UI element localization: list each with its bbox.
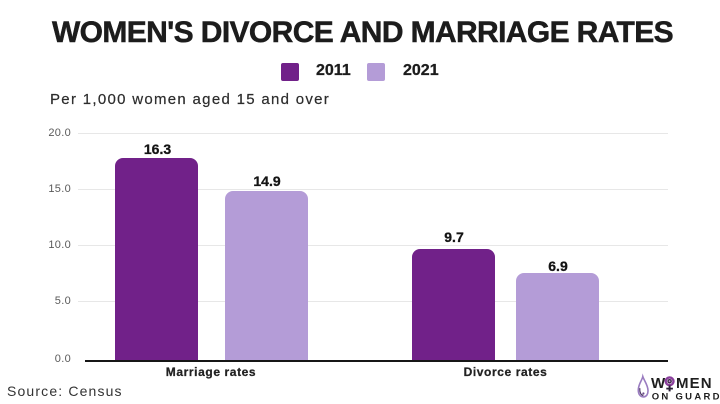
svg-text:MEN: MEN xyxy=(676,375,713,392)
svg-text:W: W xyxy=(651,375,666,392)
svg-text:ON GUARD: ON GUARD xyxy=(652,392,720,402)
